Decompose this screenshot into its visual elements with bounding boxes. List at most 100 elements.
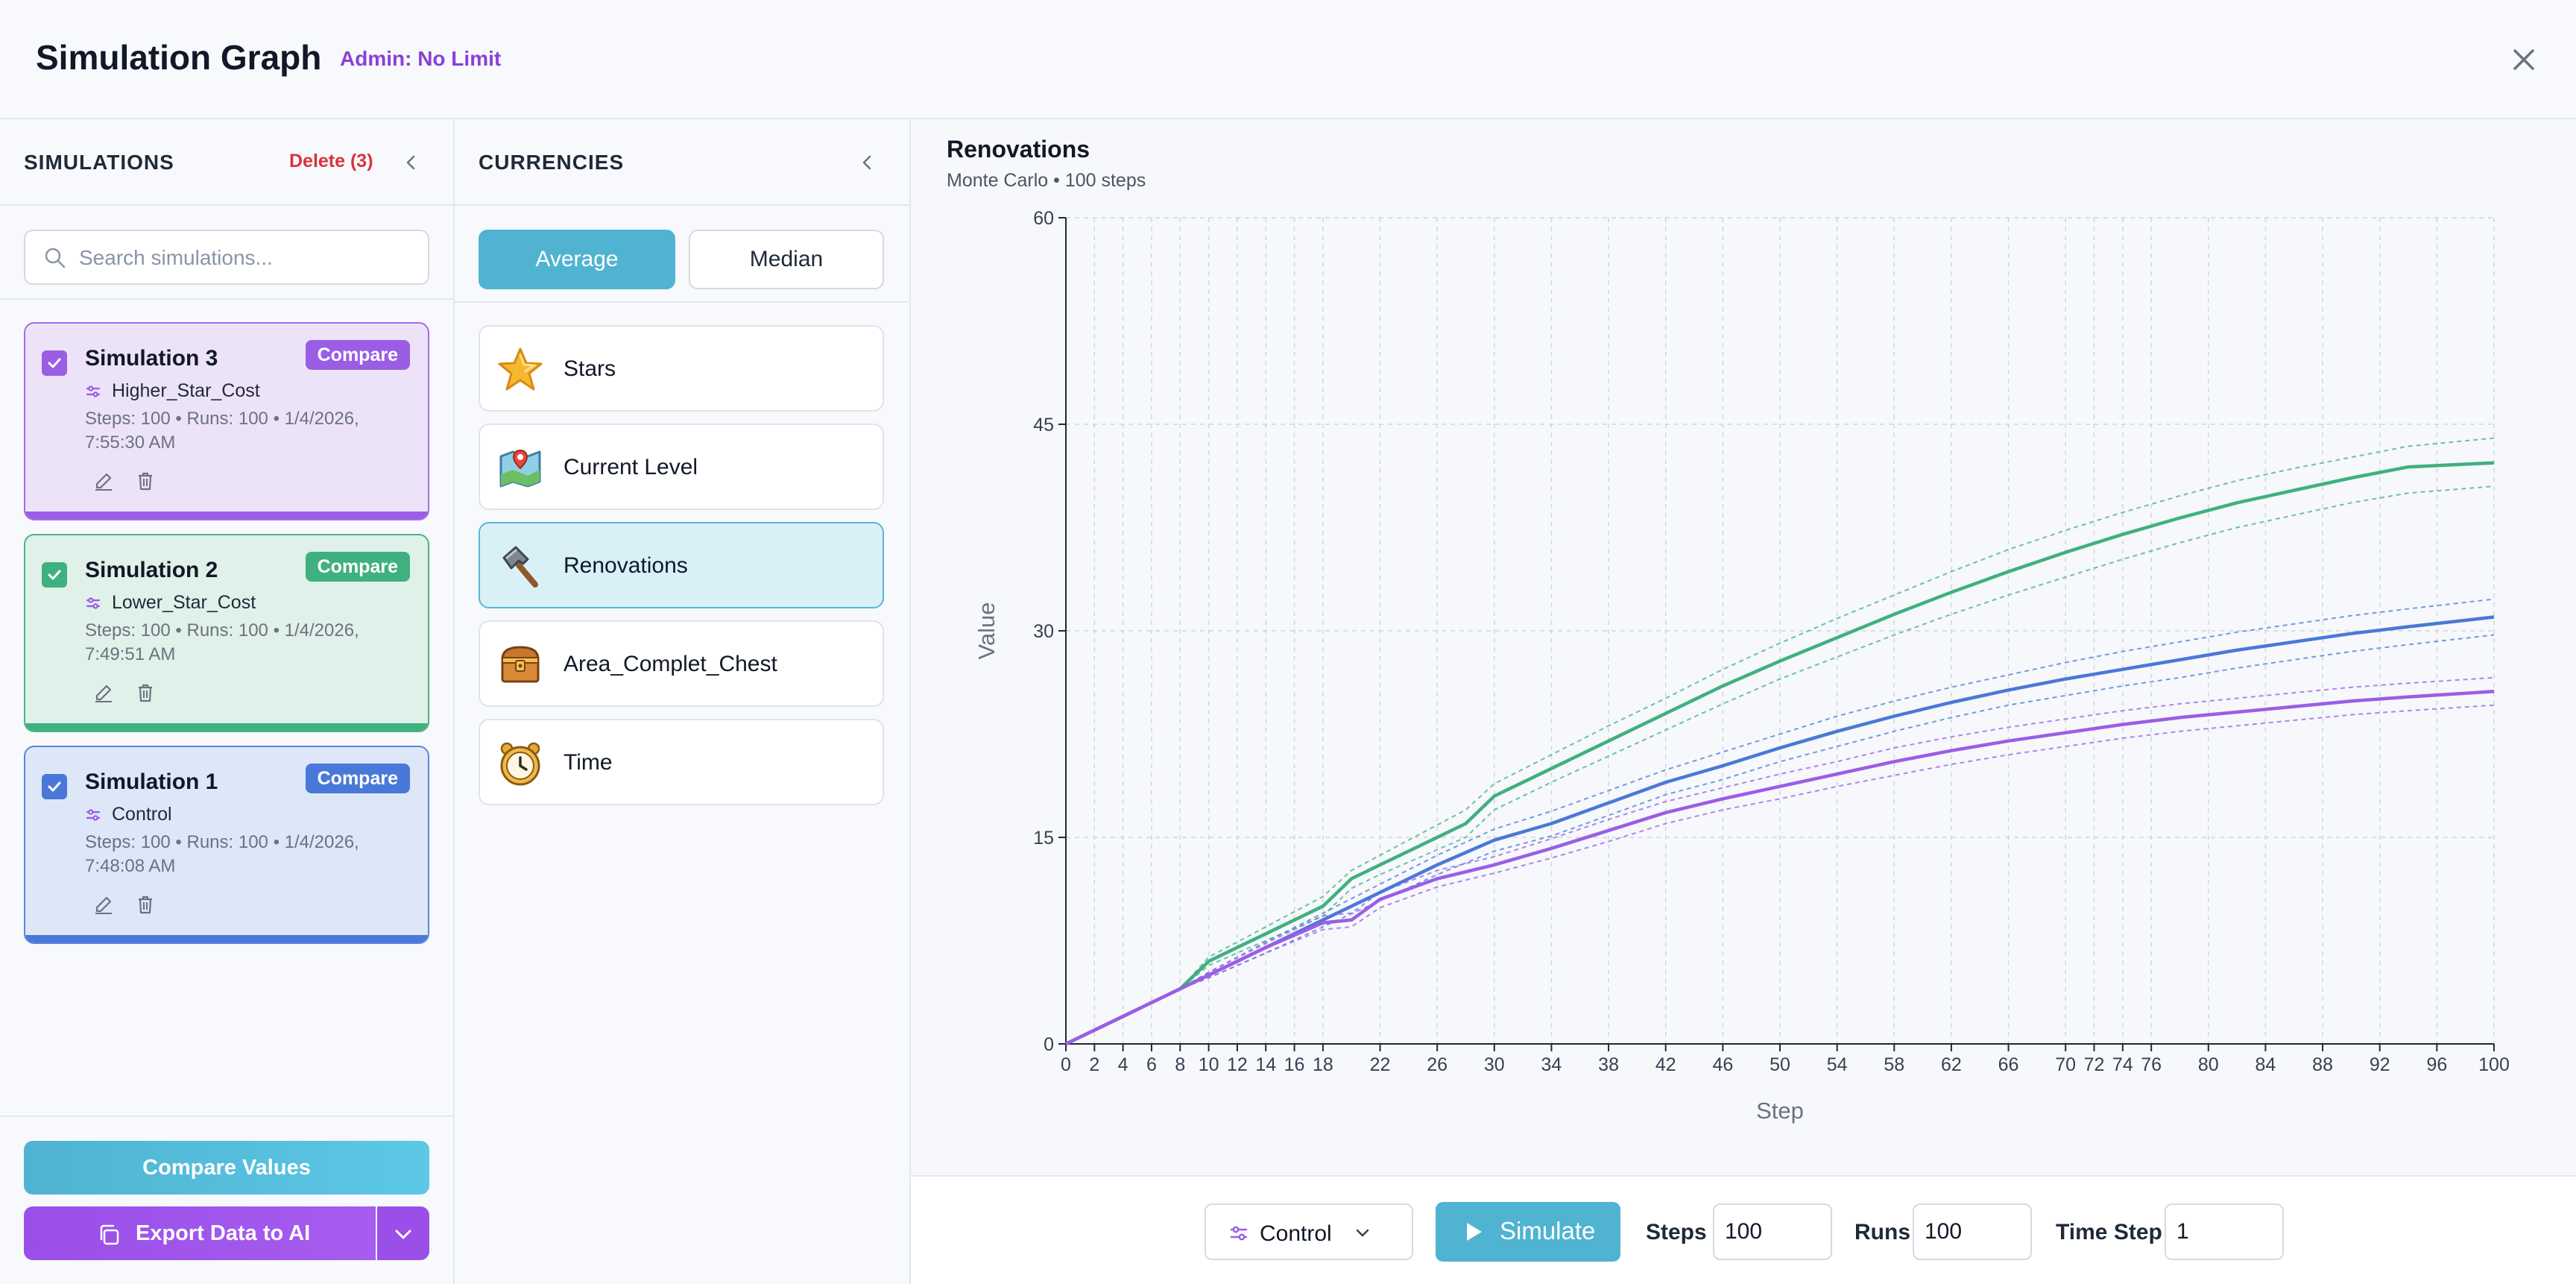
- simulation-config: Higher_Star_Cost: [85, 380, 260, 402]
- checkmark-icon: [48, 570, 61, 580]
- simulation-meta: Steps: 100 • Runs: 100 • 1/4/2026, 7:49:…: [85, 620, 359, 664]
- x-tick-label: 42: [1655, 1054, 1676, 1075]
- simulation-name: Simulation 1: [85, 770, 218, 794]
- x-tick-label: 8: [1175, 1054, 1185, 1075]
- series-upper-band: [1065, 598, 2495, 1045]
- color-strip: [25, 723, 428, 731]
- currencies-title: CURRENCIES: [479, 151, 625, 174]
- simulation-checkbox[interactable]: [42, 562, 67, 588]
- currency-label: Area_Complet_Chest: [564, 652, 777, 676]
- currency-item-time[interactable]: Time: [479, 719, 884, 805]
- x-tick-label: 30: [1484, 1054, 1505, 1075]
- edit-icon[interactable]: [92, 470, 115, 492]
- config-name: Lower_Star_Cost: [112, 592, 256, 613]
- currency-item-area-complet-chest[interactable]: Area_Complet_Chest: [479, 620, 884, 707]
- simulate-button[interactable]: Simulate: [1436, 1202, 1620, 1262]
- runs-input[interactable]: [1913, 1203, 2032, 1260]
- median-toggle[interactable]: Median: [689, 230, 884, 289]
- star-icon: [498, 347, 543, 391]
- runs-label: Runs: [1854, 1220, 1910, 1244]
- average-toggle[interactable]: Average: [479, 230, 675, 289]
- export-dropdown-button[interactable]: [377, 1206, 429, 1260]
- x-tick-label: 0: [1061, 1054, 1071, 1075]
- export-data-button[interactable]: Export Data to AI: [24, 1206, 376, 1260]
- simulation-card[interactable]: Simulation 1 Compare Control Steps: 100 • R…: [24, 746, 429, 944]
- compare-button[interactable]: Compare: [305, 340, 410, 370]
- series-line: [1065, 461, 2495, 1046]
- series-upper-band: [1065, 676, 2495, 1045]
- x-tick-label: 74: [2112, 1054, 2133, 1075]
- y-tick-label: 30: [1033, 621, 1054, 642]
- simulation-config: Control: [85, 804, 172, 825]
- compare-button[interactable]: Compare: [305, 552, 410, 582]
- series-line: [1065, 690, 2495, 1046]
- currency-label: Renovations: [564, 553, 688, 578]
- x-tick-label: 34: [1541, 1054, 1562, 1075]
- search-icon: [45, 248, 66, 268]
- simulation-name: Simulation 3: [85, 346, 218, 371]
- simulations-title: SIMULATIONS: [24, 151, 174, 174]
- y-axis-label: Value: [973, 602, 1000, 660]
- steps-input[interactable]: [1713, 1203, 1832, 1260]
- y-tick-label: 0: [1044, 1034, 1054, 1055]
- series-upper-band: [1065, 437, 2495, 1045]
- series-line: [1065, 615, 2495, 1046]
- currency-label: Stars: [564, 356, 616, 381]
- currency-item-renovations[interactable]: Renovations: [479, 522, 884, 608]
- sliders-icon: [86, 597, 101, 609]
- simulation-config: Lower_Star_Cost: [85, 592, 256, 614]
- x-tick-label: 50: [1770, 1054, 1790, 1075]
- x-tick-label: 58: [1884, 1054, 1904, 1075]
- divider: [455, 301, 909, 303]
- x-tick-label: 38: [1598, 1054, 1619, 1075]
- chevron-down-icon: [395, 1230, 411, 1239]
- simulation-card[interactable]: Simulation 3 Compare Higher_Star_Cost Steps…: [24, 322, 429, 520]
- x-tick-label: 10: [1199, 1054, 1219, 1075]
- trash-icon[interactable]: [134, 470, 157, 492]
- play-icon: [1467, 1223, 1482, 1241]
- simulations-header: SIMULATIONS Delete (3): [0, 119, 453, 206]
- compare-values-button[interactable]: Compare Values: [24, 1141, 429, 1195]
- copy-icon: [100, 1224, 119, 1245]
- series-lower-band: [1065, 485, 2495, 1045]
- config-select[interactable]: Control: [1205, 1203, 1413, 1260]
- x-tick-label: 66: [1998, 1054, 2019, 1075]
- edit-icon[interactable]: [92, 682, 115, 704]
- close-icon[interactable]: [2504, 40, 2543, 79]
- hammer-icon: [502, 546, 538, 588]
- series-lower-band: [1065, 704, 2495, 1045]
- edit-icon[interactable]: [92, 893, 115, 916]
- search-box: [24, 230, 429, 285]
- x-tick-label: 88: [2312, 1054, 2333, 1075]
- sliders-icon: [86, 385, 101, 397]
- chest-icon: [501, 646, 540, 683]
- chevron-left-icon[interactable]: [401, 152, 422, 173]
- simulations-panel: SIMULATIONS Delete (3) Simulation 3 Compa…: [0, 119, 455, 1284]
- simulation-meta: Steps: 100 • Runs: 100 • 1/4/2026, 7:48:…: [85, 832, 359, 876]
- checkmark-icon: [48, 358, 61, 368]
- compare-button[interactable]: Compare: [305, 764, 410, 793]
- time-step-label: Time Step: [2056, 1220, 2162, 1244]
- currencies-panel: CURRENCIES Average Median Stars Current …: [455, 119, 911, 1284]
- x-tick-label: 62: [1941, 1054, 1962, 1075]
- time-step-input[interactable]: [2165, 1203, 2284, 1260]
- chevron-left-icon[interactable]: [857, 152, 878, 173]
- trash-icon[interactable]: [134, 682, 157, 704]
- currency-item-current-level[interactable]: Current Level: [479, 424, 884, 510]
- currency-label: Current Level: [564, 455, 698, 479]
- x-tick-label: 80: [2198, 1054, 2219, 1075]
- chart-title: Renovations: [947, 136, 1090, 163]
- steps-label: Steps: [1646, 1220, 1707, 1244]
- simulation-checkbox[interactable]: [42, 774, 67, 799]
- search-input[interactable]: [79, 242, 414, 274]
- currency-label: Time: [564, 750, 613, 775]
- simulation-checkbox[interactable]: [42, 350, 67, 376]
- trash-icon[interactable]: [134, 893, 157, 916]
- map-icon: [499, 449, 541, 488]
- line-chart: 0 2 4 6 8 10 12 14 16 18 22 26 30 34 38 42 46 50 54 58 62 66 7…: [973, 208, 2510, 1124]
- delete-button[interactable]: Delete (3): [289, 151, 373, 171]
- simulation-card[interactable]: Simulation 2 Compare Lower_Star_Cost Steps:…: [24, 534, 429, 732]
- x-tick-label: 100: [2478, 1054, 2510, 1075]
- currency-item-stars[interactable]: Stars: [479, 325, 884, 412]
